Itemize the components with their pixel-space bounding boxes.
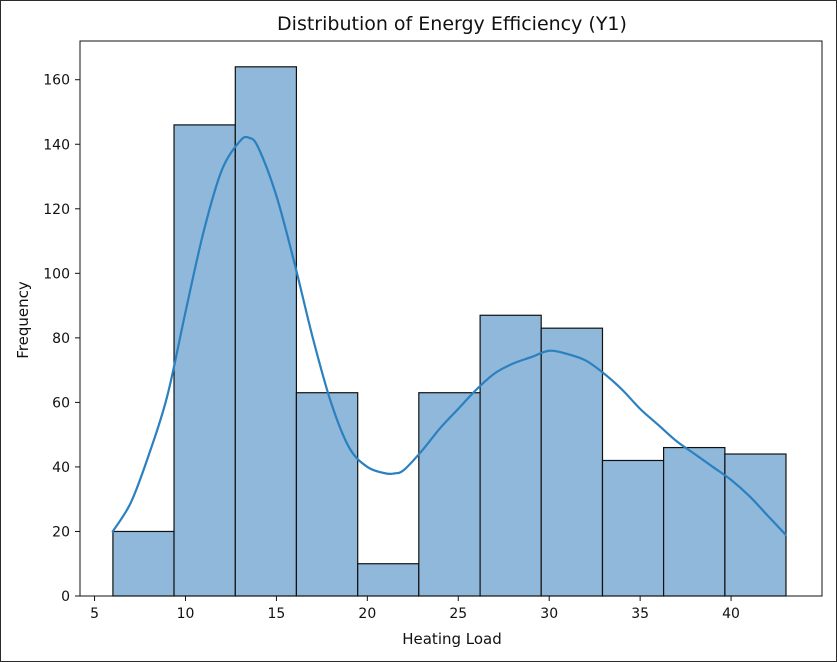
- y-tick-label: 140: [43, 137, 70, 153]
- y-tick-label: 0: [61, 589, 70, 605]
- x-tick-label: 5: [90, 606, 99, 622]
- kde-curve: [111, 135, 787, 536]
- bars-group: [112, 66, 787, 597]
- x-tick-label: 20: [358, 606, 376, 622]
- histogram-bar-2: [173, 124, 236, 597]
- histogram-bar-5: [357, 563, 420, 597]
- y-tick-label: 40: [52, 460, 70, 476]
- x-tick-label: 15: [267, 606, 285, 622]
- y-tick-label: 160: [43, 73, 70, 89]
- x-tick-label: 30: [540, 606, 558, 622]
- histogram-bar-9: [601, 459, 665, 597]
- plot-area-border: [79, 40, 823, 597]
- histogram-bar-7: [479, 314, 542, 597]
- x-tick-label: 10: [177, 606, 195, 622]
- histogram-bar-8: [540, 327, 604, 597]
- chart-title: Distribution of Energy Efficiency (Y1): [277, 13, 627, 35]
- y-tick-label: 60: [52, 395, 70, 411]
- histogram-bar-4: [295, 392, 359, 597]
- histogram-bar-6: [418, 392, 481, 597]
- y-tick-label: 100: [43, 266, 70, 282]
- histogram-bar-3: [234, 66, 298, 597]
- x-tick-label: 35: [631, 606, 649, 622]
- y-tick-label: 80: [52, 331, 70, 347]
- histogram-bar-10: [662, 446, 726, 597]
- axes-group: 5 10 15 20 25 30 35 40 0 20 40 60 80 100 120 140 160: [43, 40, 823, 622]
- y-tick-label: 120: [43, 202, 70, 218]
- y-axis-label: Frequency: [14, 281, 32, 359]
- x-tick-label: 25: [449, 606, 467, 622]
- kde-group: [111, 135, 787, 536]
- x-axis-label: Heating Load: [402, 630, 502, 648]
- x-tick-label: 40: [722, 606, 740, 622]
- histogram-bar-1: [112, 530, 175, 597]
- y-tick-label: 20: [52, 524, 70, 540]
